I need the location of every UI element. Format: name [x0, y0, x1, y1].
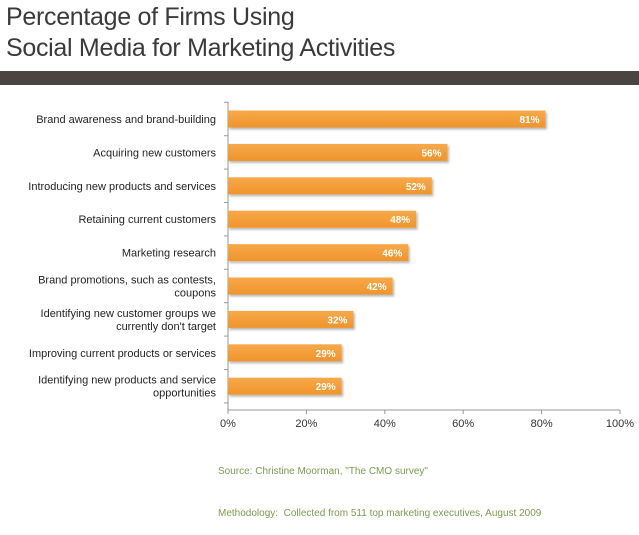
bar	[228, 277, 393, 295]
bar-value-label: 32%	[327, 315, 347, 326]
category-label: Acquiring new customers	[93, 147, 216, 159]
category-label-line: Identifying new products and service	[38, 375, 216, 387]
bar-value-label: 48%	[390, 215, 410, 226]
bar-value-label: 56%	[422, 148, 442, 159]
bar-value-label: 42%	[367, 282, 387, 293]
chart-title: Percentage of Firms Using Social Media f…	[6, 2, 395, 64]
category-label-line: currently don't target	[116, 321, 216, 333]
category-label-line: Brand awareness and brand-building	[36, 114, 216, 126]
title-divider-bar	[0, 71, 639, 85]
x-tick-label: 0%	[220, 418, 236, 430]
bar	[228, 244, 409, 262]
category-label: Identifying new products and service oppo…	[38, 375, 216, 400]
chart-title-line-1: Percentage of Firms Using	[6, 3, 295, 31]
bar-chart: 0% 20% 40% 60% 80% 100% 81% Brand awareness and…	[28, 101, 634, 430]
bar	[228, 177, 432, 195]
bar-value-label: 29%	[316, 382, 336, 393]
bar	[228, 377, 342, 395]
source-note: Source: Christine Moorman, "The CMO surv…	[218, 437, 541, 535]
category-label: Improving current products or services	[29, 348, 217, 360]
bar-value-label: 46%	[382, 249, 402, 260]
x-tick-label: 60%	[452, 418, 474, 430]
category-label: Marketing research	[122, 248, 216, 260]
chart-title-line-2: Social Media for Marketing Activities	[6, 34, 396, 62]
bar-value-label: 81%	[520, 115, 540, 126]
bar	[228, 143, 448, 161]
category-label: Identifying new customer groups we curren…	[41, 308, 216, 333]
x-tick-label: 40%	[374, 418, 396, 430]
category-label-line: Identifying new customer groups we	[41, 308, 216, 320]
bar-value-label: 52%	[406, 182, 426, 193]
category-label-line: Acquiring new customers	[93, 147, 216, 159]
bar	[228, 344, 342, 362]
category-label-line: coupons	[174, 288, 216, 300]
category-label-line: Retaining current customers	[78, 214, 216, 226]
category-label-line: Marketing research	[122, 248, 216, 260]
x-tick-label: 100%	[606, 418, 634, 430]
category-label: Brand awareness and brand-building	[36, 114, 216, 126]
category-label: Retaining current customers	[78, 214, 216, 226]
methodology-line: Methodology: Collected from 511 top mark…	[218, 508, 542, 519]
category-label-line: Improving current products or services	[29, 348, 217, 360]
bar-value-label: 29%	[316, 349, 336, 360]
source-line: Source: Christine Moorman, "The CMO surv…	[218, 466, 428, 477]
bar	[228, 210, 417, 228]
category-label-line: Introducing new products and services	[28, 181, 216, 193]
x-tick-label: 80%	[531, 418, 553, 430]
bar	[228, 110, 546, 128]
bar	[228, 310, 354, 328]
category-label-line: opportunities	[153, 388, 216, 400]
x-tick-label: 20%	[295, 418, 317, 430]
category-label: Brand promotions, such as contests, coupo…	[38, 275, 216, 300]
category-label: Introducing new products and services	[28, 181, 216, 193]
category-label-line: Brand promotions, such as contests,	[38, 275, 216, 287]
